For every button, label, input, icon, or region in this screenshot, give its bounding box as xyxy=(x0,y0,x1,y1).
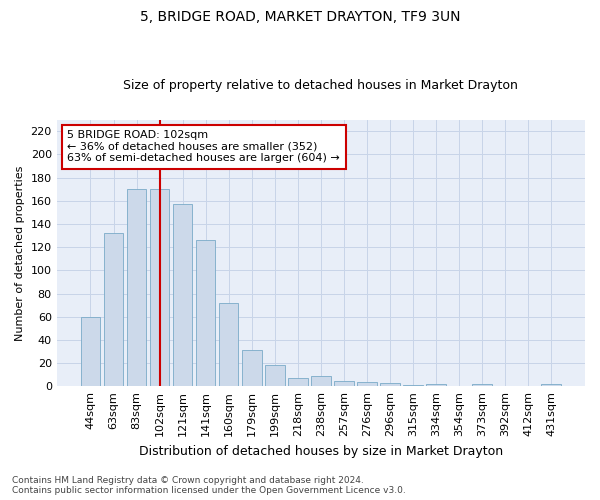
Bar xyxy=(265,366,284,386)
Bar xyxy=(403,385,423,386)
Bar xyxy=(219,303,238,386)
Bar xyxy=(334,380,353,386)
Text: 5 BRIDGE ROAD: 102sqm
← 36% of detached houses are smaller (352)
63% of semi-det: 5 BRIDGE ROAD: 102sqm ← 36% of detached … xyxy=(67,130,340,164)
Bar xyxy=(311,376,331,386)
Bar xyxy=(150,189,169,386)
Bar xyxy=(380,383,400,386)
X-axis label: Distribution of detached houses by size in Market Drayton: Distribution of detached houses by size … xyxy=(139,444,503,458)
Bar xyxy=(173,204,193,386)
Bar xyxy=(288,378,308,386)
Bar xyxy=(357,382,377,386)
Bar xyxy=(242,350,262,386)
Bar xyxy=(426,384,446,386)
Y-axis label: Number of detached properties: Number of detached properties xyxy=(15,165,25,340)
Bar xyxy=(127,189,146,386)
Title: Size of property relative to detached houses in Market Drayton: Size of property relative to detached ho… xyxy=(124,79,518,92)
Bar xyxy=(104,233,123,386)
Bar xyxy=(80,316,100,386)
Text: 5, BRIDGE ROAD, MARKET DRAYTON, TF9 3UN: 5, BRIDGE ROAD, MARKET DRAYTON, TF9 3UN xyxy=(140,10,460,24)
Bar xyxy=(196,240,215,386)
Bar xyxy=(472,384,492,386)
Bar xyxy=(541,384,561,386)
Text: Contains HM Land Registry data © Crown copyright and database right 2024.
Contai: Contains HM Land Registry data © Crown c… xyxy=(12,476,406,495)
